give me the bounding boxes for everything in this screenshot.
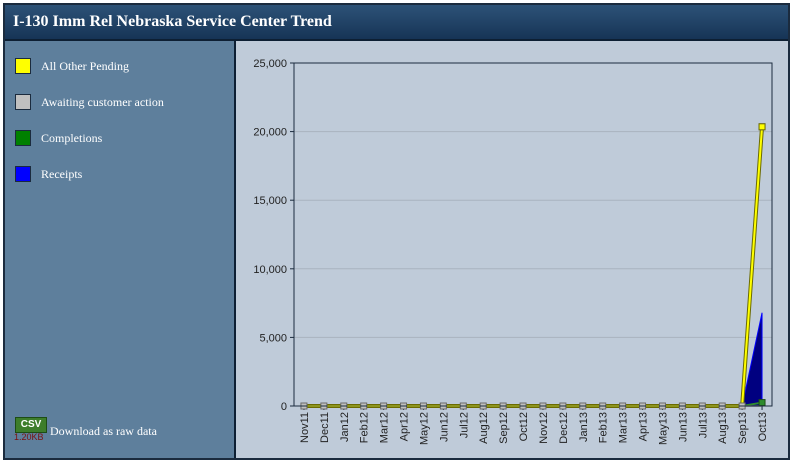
x-tick-label: May12 xyxy=(418,412,430,445)
legend-label: Completions xyxy=(41,130,103,145)
x-tick-label: Jun13 xyxy=(677,412,689,442)
plot-area xyxy=(293,62,773,407)
series-completions-marker xyxy=(758,399,766,407)
y-tick-label: 25,000 xyxy=(253,58,287,70)
legend-panel: All Other Pending Awaiting customer acti… xyxy=(5,41,236,458)
plot-border xyxy=(293,62,773,407)
trend-chart: 0 5,000 10,000 15,000 20,000 25,000 Nov11 Dec11… xyxy=(253,58,773,445)
x-tick-label: Aug13 xyxy=(717,412,729,444)
x-tick-label: Oct13 xyxy=(757,412,769,441)
x-tick-label: Sep13 xyxy=(737,412,749,444)
x-tick-label: Nov12 xyxy=(538,412,550,444)
x-tick-label: Jun12 xyxy=(438,412,450,442)
x-tick-label: Nov11 xyxy=(299,412,311,443)
chart-title: I-130 Imm Rel Nebraska Service Center Tr… xyxy=(13,13,332,30)
legend-label: All Other Pending xyxy=(41,58,129,73)
y-tick-label: 15,000 xyxy=(253,195,287,207)
x-tick-label: Jul13 xyxy=(697,412,709,438)
x-tick-label: Jan13 xyxy=(578,412,590,442)
title-bar: I-130 Imm Rel Nebraska Service Center Tr… xyxy=(5,5,788,41)
x-tick-label: Feb12 xyxy=(359,412,371,443)
legend-item-all-other-pending: All Other Pending xyxy=(15,56,129,76)
legend-swatch-yellow xyxy=(15,58,31,74)
download-raw-data-link[interactable]: Download as raw data xyxy=(50,424,157,438)
x-tick-label: Jul12 xyxy=(458,412,470,438)
legend-swatch-green xyxy=(15,130,31,146)
chart-area: 0 5,000 10,000 15,000 20,000 25,000 Nov11 Dec11… xyxy=(236,41,788,458)
y-tick-label: 20,000 xyxy=(253,127,287,139)
legend-swatch-blue xyxy=(15,166,31,182)
series-pending-marker-last xyxy=(758,123,766,131)
chart-frame: I-130 Imm Rel Nebraska Service Center Tr… xyxy=(3,3,790,460)
legend-label: Awaiting customer action xyxy=(41,94,164,109)
y-tick-label: 10,000 xyxy=(253,264,287,276)
x-tick-label: Dec11 xyxy=(319,412,331,443)
legend-item-completions: Completions xyxy=(15,128,102,148)
x-tick-label: Jan12 xyxy=(339,412,351,442)
legend-swatch-gray xyxy=(15,94,31,110)
x-tick-label: Oct12 xyxy=(518,412,530,441)
csv-icon[interactable]: CSV xyxy=(15,417,47,433)
legend-label: Receipts xyxy=(41,166,83,181)
x-tick-label: Mar13 xyxy=(618,412,630,443)
x-tick-label: Apr12 xyxy=(399,412,411,441)
legend-item-awaiting-customer-action: Awaiting customer action xyxy=(15,92,164,112)
y-tick-label: 0 xyxy=(281,401,287,413)
x-tick-label: Aug12 xyxy=(478,412,490,444)
x-tick-label: Mar12 xyxy=(379,412,391,443)
legend-item-receipts: Receipts xyxy=(15,164,82,184)
x-tick-label: Dec12 xyxy=(558,412,570,444)
x-tick-label: Apr13 xyxy=(638,412,650,441)
x-tick-label: May13 xyxy=(657,412,669,445)
x-tick-label: Feb13 xyxy=(598,412,610,443)
csv-file-size: 1.20KB xyxy=(14,432,44,442)
y-tick-label: 5,000 xyxy=(259,332,287,344)
x-tick-label: Sep12 xyxy=(498,412,510,444)
